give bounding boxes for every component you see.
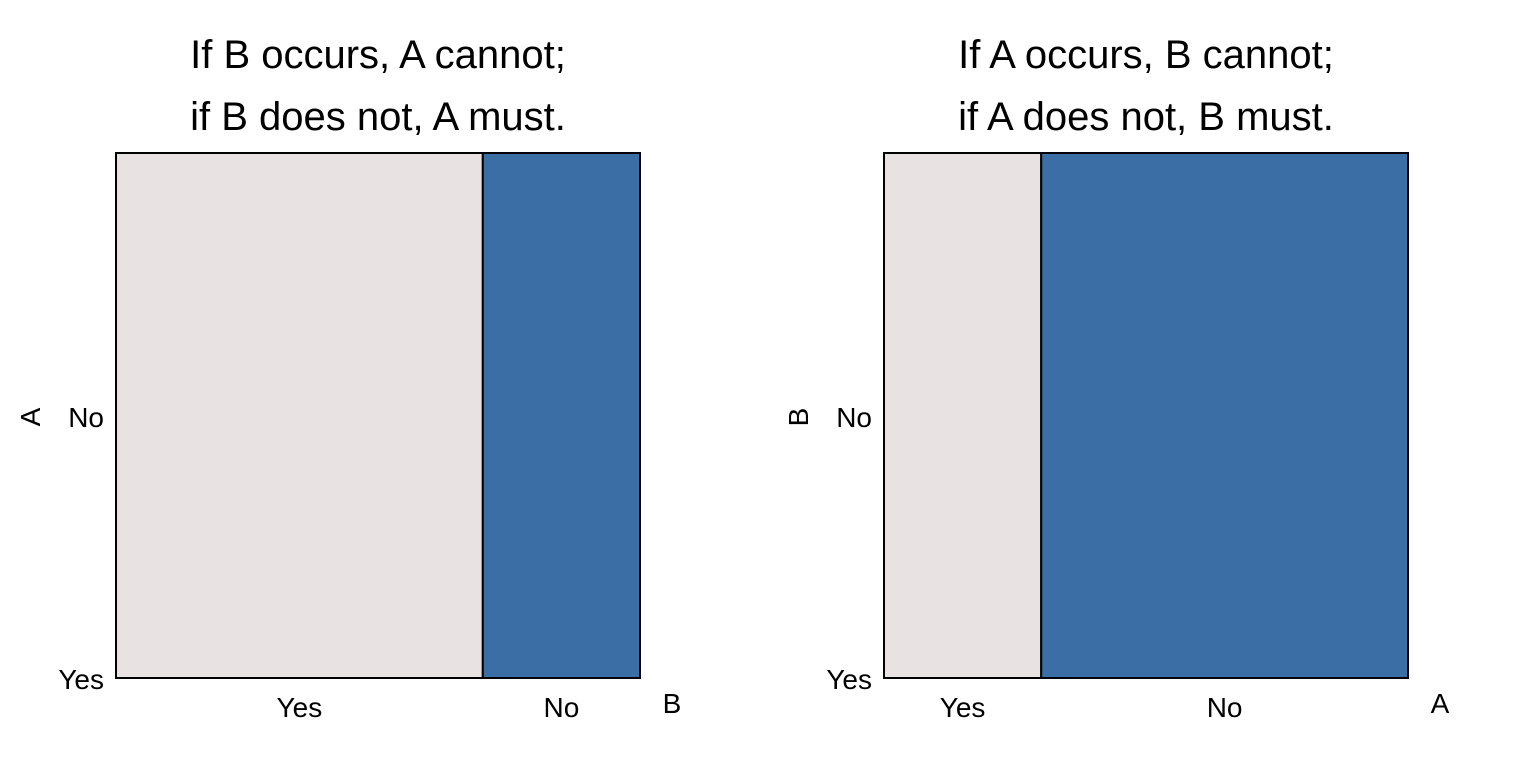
chart-2-x-tick-no: No (1207, 692, 1243, 723)
chart-1-cells (115, 152, 641, 679)
mosaic-panel-2: If A occurs, B cannot; if A does not, B … (783, 33, 1450, 723)
chart-1-y-axis-label: A (15, 407, 46, 426)
chart-2-title-line-1: If A occurs, B cannot; (958, 33, 1334, 77)
chart-2-cells (883, 152, 1409, 679)
chart-2-cell-yes-no (883, 152, 1043, 679)
chart-1-cell-yes-no (115, 152, 484, 679)
chart-1-cell-no-yes (481, 152, 641, 679)
chart-1-y-tick-no: No (68, 402, 104, 433)
chart-2-title-line-2: if A does not, B must. (958, 95, 1334, 139)
chart-1-x-axis-label: B (663, 688, 682, 719)
chart-2-y-tick-no: No (836, 402, 872, 433)
chart-1-title-line-2: if B does not, A must. (190, 95, 566, 139)
chart-2-x-axis-label: A (1431, 688, 1450, 719)
chart-2-x-tick-yes: Yes (940, 692, 986, 723)
chart-2-y-axis-label: B (783, 408, 814, 427)
chart-2-y-tick-yes: Yes (826, 664, 872, 695)
chart-2-cell-no-yes (1040, 152, 1409, 679)
chart-1-x-tick-no: No (544, 692, 580, 723)
chart-1-title-line-1: If B occurs, A cannot; (190, 33, 566, 77)
chart-1-x-tick-yes: Yes (277, 692, 323, 723)
chart-1-y-tick-yes: Yes (58, 664, 104, 695)
mosaic-panel-1: If B occurs, A cannot; if B does not, A … (15, 33, 681, 723)
